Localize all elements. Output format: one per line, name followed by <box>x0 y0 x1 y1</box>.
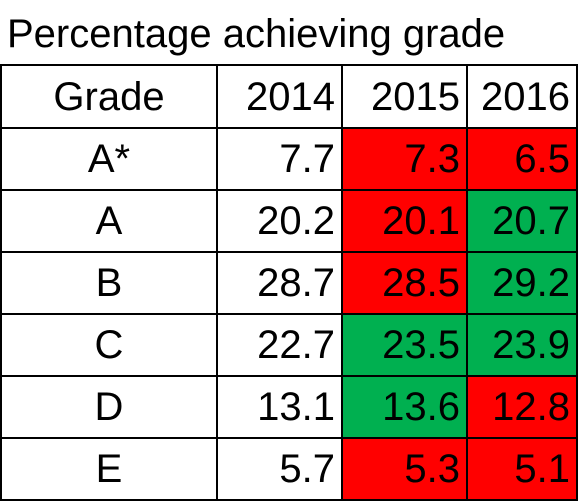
table-row: A 20.2 20.1 20.7 <box>0 189 578 253</box>
header-2016: 2016 <box>466 66 578 129</box>
grade-cell: E <box>0 437 218 501</box>
value-2014-cell: 7.7 <box>216 127 343 191</box>
table-title: Percentage achieving grade <box>7 12 506 56</box>
value-2015-cell: 20.1 <box>341 189 468 253</box>
header-grade: Grade <box>0 66 218 129</box>
value-2015-cell: 28.5 <box>341 251 468 315</box>
value-2014-cell: 22.7 <box>216 313 343 377</box>
table-row: E 5.7 5.3 5.1 <box>0 437 578 501</box>
value-2015-cell: 7.3 <box>341 127 468 191</box>
grade-cell: A* <box>0 127 218 191</box>
value-2016-cell: 5.1 <box>466 437 578 501</box>
header-row: Grade 2014 2015 2016 <box>0 66 578 129</box>
header-2014: 2014 <box>216 66 343 129</box>
table-row: D 13.1 13.6 12.8 <box>0 375 578 439</box>
grade-cell: A <box>0 189 218 253</box>
title-row: Percentage achieving grade <box>0 0 578 66</box>
value-2014-cell: 20.2 <box>216 189 343 253</box>
grade-cell: B <box>0 251 218 315</box>
grade-cell: D <box>0 375 218 439</box>
header-2015: 2015 <box>341 66 468 129</box>
value-2016-cell: 12.8 <box>466 375 578 439</box>
value-2016-cell: 6.5 <box>466 127 578 191</box>
table-row: B 28.7 28.5 29.2 <box>0 251 578 315</box>
value-2015-cell: 5.3 <box>341 437 468 501</box>
table-row: A* 7.7 7.3 6.5 <box>0 127 578 191</box>
value-2016-cell: 20.7 <box>466 189 578 253</box>
table-row: C 22.7 23.5 23.9 <box>0 313 578 377</box>
value-2014-cell: 13.1 <box>216 375 343 439</box>
grade-cell: C <box>0 313 218 377</box>
value-2016-cell: 29.2 <box>466 251 578 315</box>
value-2014-cell: 5.7 <box>216 437 343 501</box>
grade-table: Grade 2014 2015 2016 A* 7.7 7.3 6.5 A 20… <box>0 66 578 501</box>
value-2014-cell: 28.7 <box>216 251 343 315</box>
value-2015-cell: 13.6 <box>341 375 468 439</box>
value-2015-cell: 23.5 <box>341 313 468 377</box>
value-2016-cell: 23.9 <box>466 313 578 377</box>
